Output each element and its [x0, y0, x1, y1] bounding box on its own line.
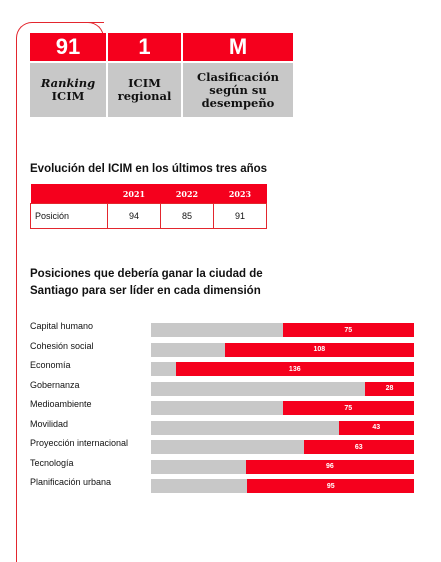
dimension-bar-track: 75 — [151, 401, 414, 415]
dimension-bar-track: 136 — [151, 362, 414, 376]
kpi-ranking-label-1: Ranking — [40, 76, 96, 90]
positions-title: Posiciones que debería ganar la ciudad d… — [30, 268, 263, 297]
evolution-year-2023: 2023 — [213, 184, 267, 204]
dimension-bar-track: 108 — [151, 342, 414, 357]
evolution-header-blank — [30, 184, 108, 204]
evolution-year-2022: 2022 — [160, 184, 214, 204]
evolution-row-label: Posición — [30, 203, 108, 229]
dimension-label: Planificación urbana — [30, 477, 112, 487]
dimension-label: Cohesión social — [30, 340, 94, 351]
dimension-bar-track: 96 — [151, 459, 414, 474]
kpi-ranking-label-2: ICIM — [51, 89, 85, 103]
dimension-bar-fill: 63 — [303, 440, 414, 454]
kpi-classification-value: M — [183, 33, 293, 61]
evolution-value-2022: 85 — [160, 203, 214, 229]
dimension-bar-fill: 136 — [175, 362, 414, 376]
kpi-boxes: 91 Ranking ICIM 1 ICIM regional M Clasific… — [30, 33, 293, 117]
dimension-label: Economía — [30, 360, 71, 370]
evolution-table: 2021 2022 2023 Posición 94 85 91 — [30, 184, 267, 229]
dimension-bar-track: 28 — [151, 381, 414, 396]
evolution-year-2021: 2021 — [107, 184, 161, 204]
dimension-bar-track: 75 — [151, 323, 414, 337]
evolution-value-2021: 94 — [107, 203, 161, 229]
dimension-label: Medioambiente — [30, 399, 92, 409]
evolution-title: Evolución del ICIM en los últimos tres a… — [30, 163, 268, 175]
dimension-bar-track: 95 — [151, 479, 414, 493]
dimension-bar-fill: 96 — [245, 459, 414, 474]
evolution-value-2023: 91 — [213, 203, 267, 229]
kpi-ranking-value: 91 — [30, 33, 106, 61]
dimension-bar-fill: 75 — [282, 323, 414, 337]
kpi-regional-label: ICIM regional — [108, 63, 181, 117]
kpi-classification-label-1: Clasificación — [196, 69, 280, 84]
kpi-classification-label: Clasificación según su desempeño — [183, 63, 293, 117]
kpi-regional: 1 ICIM regional — [108, 33, 181, 117]
dimension-label: Capital humano — [30, 321, 94, 331]
dimension-label: Gobernanza — [30, 379, 80, 390]
page-frame-line — [16, 22, 104, 562]
dimension-bar-track: 43 — [151, 420, 414, 435]
dimension-label: Tecnología — [30, 457, 74, 468]
dimension-bar-fill: 75 — [282, 401, 414, 415]
kpi-classification: M Clasificación según su desempeño — [183, 33, 293, 117]
dimension-bar-fill: 28 — [364, 381, 414, 396]
kpi-regional-value: 1 — [108, 33, 181, 61]
dimension-bar-track: 63 — [151, 440, 414, 454]
dimension-bar-fill: 95 — [247, 479, 414, 493]
dimension-bar-fill: 108 — [224, 342, 414, 357]
kpi-regional-label-2: regional — [117, 89, 172, 103]
kpi-regional-label-1: ICIM — [128, 76, 161, 90]
kpi-ranking: 91 Ranking ICIM — [30, 33, 106, 117]
dimension-bar-fill: 43 — [338, 420, 414, 435]
kpi-classification-label-2: según su desempeño — [201, 82, 275, 110]
kpi-ranking-label: Ranking ICIM — [30, 63, 106, 117]
dimension-label: Proyección internacional — [30, 438, 129, 448]
dimension-label: Movilidad — [30, 418, 69, 429]
